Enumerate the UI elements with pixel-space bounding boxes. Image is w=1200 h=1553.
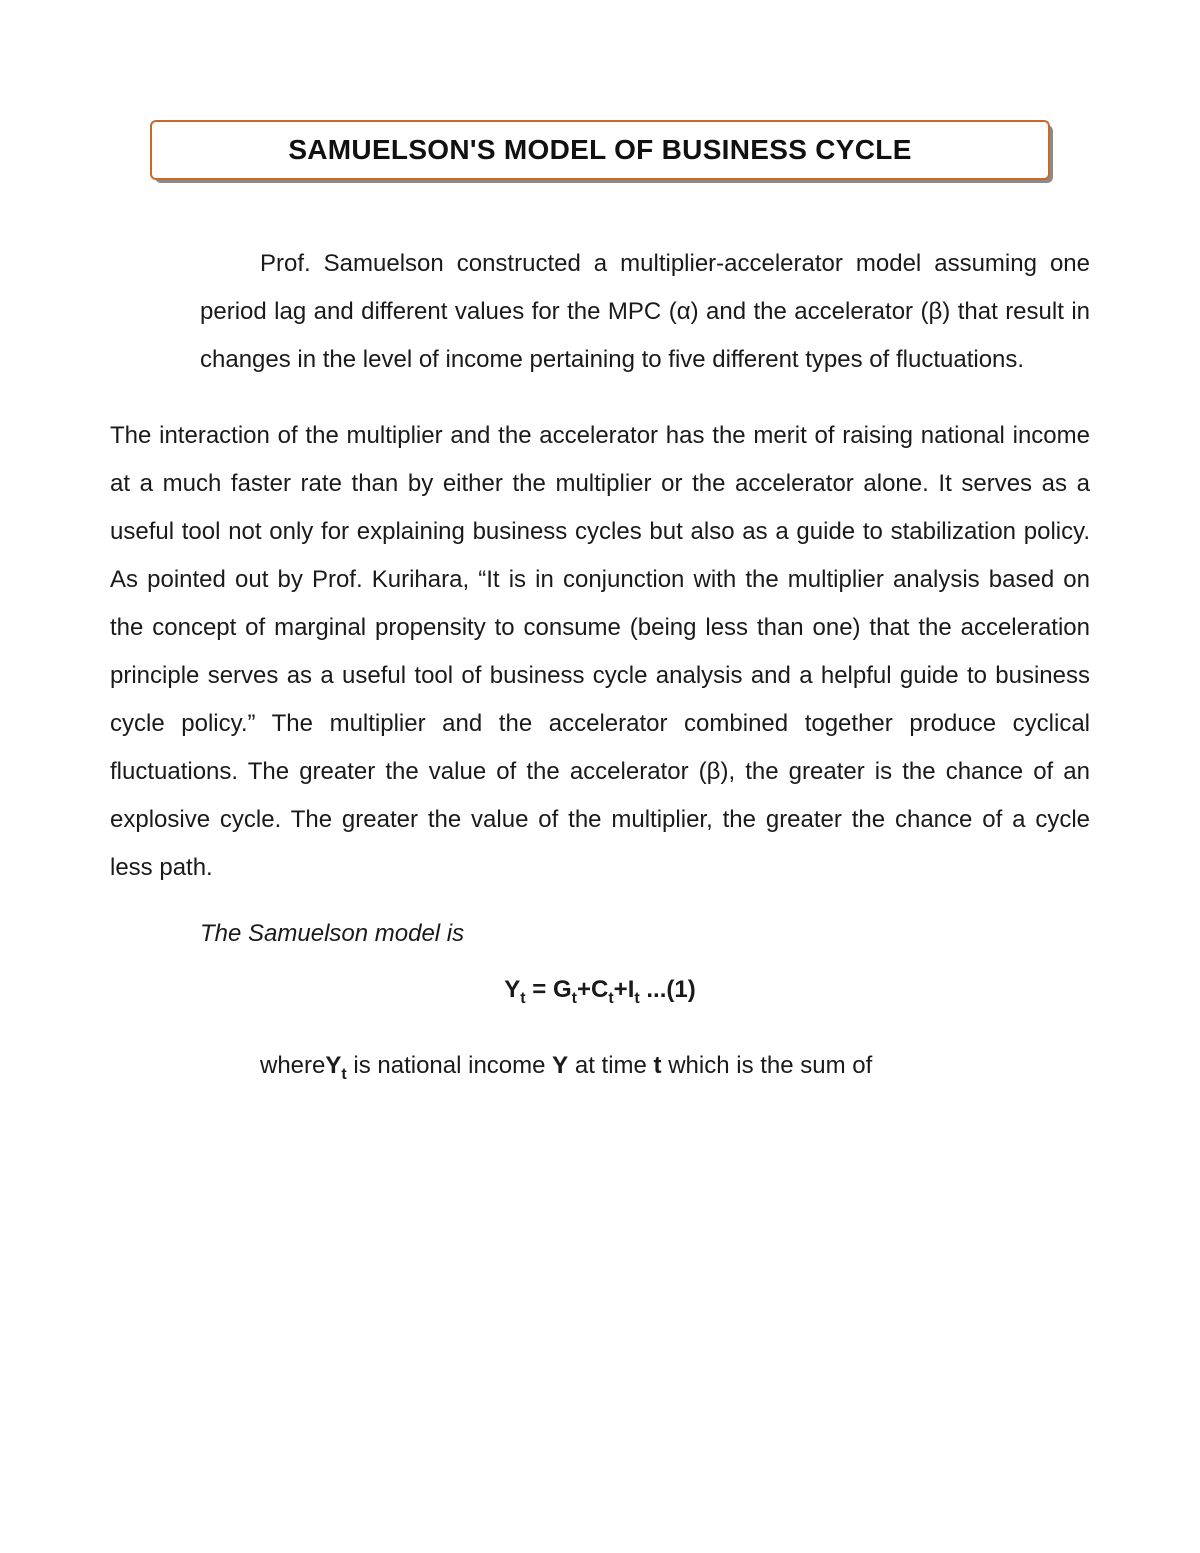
eq-equals: = bbox=[526, 976, 553, 1003]
where-prefix: where bbox=[260, 1052, 325, 1079]
where-t: t bbox=[654, 1052, 662, 1079]
where-mid3: which is the sum of bbox=[662, 1052, 873, 1079]
document-title: SAMUELSON'S MODEL OF BUSINESS CYCLE bbox=[172, 134, 1028, 166]
equation-1: Yt = Gt+Ct+It ...(1) bbox=[110, 976, 1090, 1008]
eq-tail: ...(1) bbox=[640, 976, 696, 1003]
eq-r1-var: G bbox=[553, 976, 572, 1003]
where-Y: Y bbox=[552, 1052, 568, 1079]
where-mid1: is national income bbox=[347, 1052, 552, 1079]
title-container: SAMUELSON'S MODEL OF BUSINESS CYCLE bbox=[150, 120, 1050, 180]
where-clause: whereYt is national income Y at time t w… bbox=[110, 1042, 1090, 1091]
document-page: SAMUELSON'S MODEL OF BUSINESS CYCLE Prof… bbox=[0, 0, 1200, 1553]
where-Yt-y: Y bbox=[325, 1052, 341, 1079]
model-label: The Samuelson model is bbox=[200, 920, 1090, 948]
eq-lhs-var: Y bbox=[504, 976, 520, 1003]
where-mid2: at time bbox=[568, 1052, 653, 1079]
title-box: SAMUELSON'S MODEL OF BUSINESS CYCLE bbox=[150, 120, 1050, 180]
paragraph-intro: Prof. Samuelson constructed a multiplier… bbox=[110, 240, 1090, 384]
paragraph-body: The interaction of the multiplier and th… bbox=[110, 412, 1090, 892]
eq-r2-var: C bbox=[591, 976, 608, 1003]
eq-plus1: + bbox=[577, 976, 591, 1003]
eq-plus2: + bbox=[614, 976, 628, 1003]
